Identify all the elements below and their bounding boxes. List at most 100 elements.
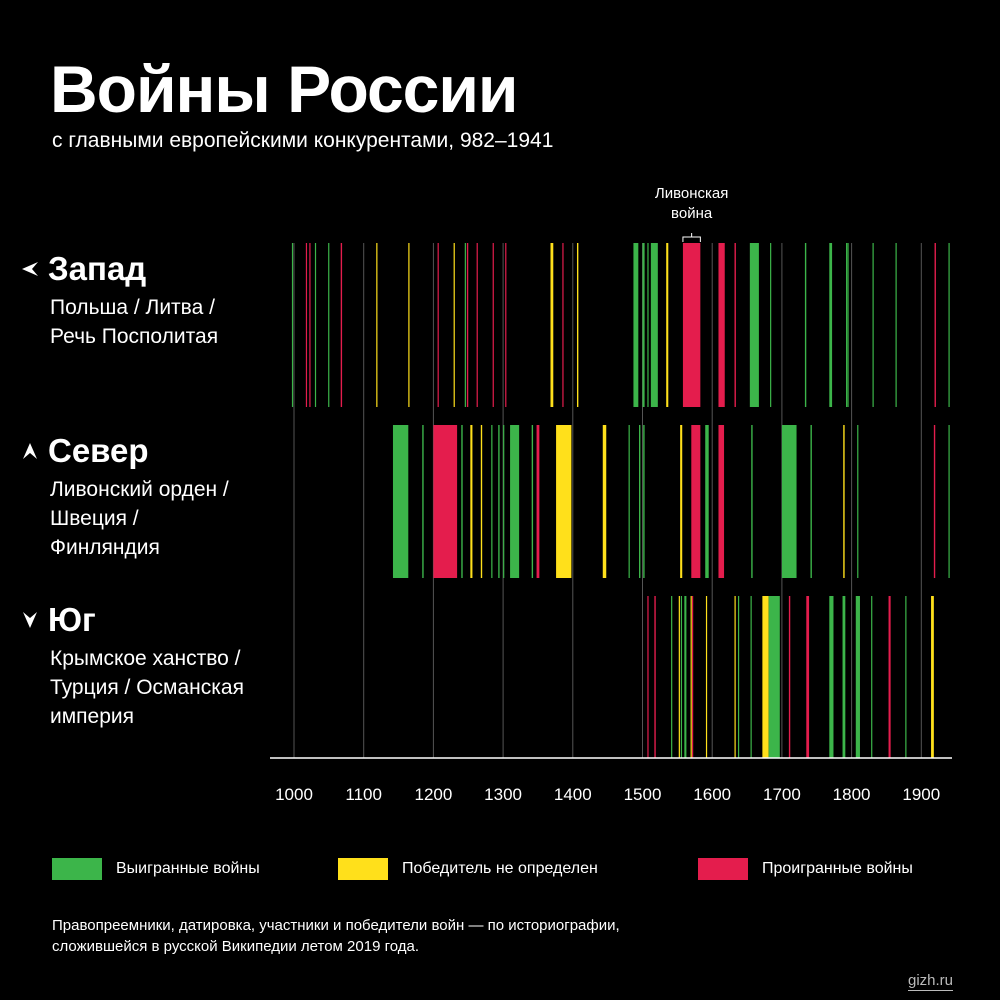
war-bar-Север-1570: [691, 425, 701, 578]
x-tick-label-1400: 1400: [554, 785, 592, 804]
war-bar-Юг-1560: [684, 596, 687, 758]
war-bar-Юг-1735: [806, 596, 810, 758]
war-bar-Север-1501: [643, 425, 645, 578]
war-bar-Север-1656: [751, 425, 753, 578]
legend-won-label: Выигранные войны: [116, 860, 260, 877]
war-bar-Запад-1406: [576, 243, 579, 407]
x-axis-ticks: 1000 1100 1200 1300 1400 1500 1600 1700 1800 1900: [275, 785, 940, 804]
legend-lost: Проигранные войны: [698, 858, 913, 880]
war-bar-Юг-1555: [680, 596, 683, 758]
war-bar-Запад-1118: [376, 243, 378, 407]
war-bar-Север-1495: [639, 425, 641, 578]
war-bar-Север-1293: [498, 425, 500, 578]
war-bar-Юг-1806: [855, 596, 860, 758]
war-bar-Юг-1828: [871, 596, 873, 758]
war-timeline-chart: 1000 1100 1200 1300 1400 1500 1600 1700 1800 1900…: [270, 185, 952, 804]
legend-undecided-label: Победитель не определен: [402, 860, 598, 877]
annotation-label-line2: война: [671, 205, 713, 222]
war-bar-Запад-1500: [642, 243, 645, 407]
war-bar-Север-1808: [857, 425, 859, 578]
war-bar-Север-1480: [628, 425, 630, 578]
war-bar-Юг-1571: [691, 596, 694, 758]
war-bar-Север-1939: [948, 425, 950, 578]
region-south: Юг Крымское ханство / Турция / Османская…: [18, 603, 278, 731]
war-bar-Север-1741: [810, 425, 812, 578]
war-bar-Запад-1245: [464, 243, 466, 407]
war-bar-Запад-1534: [666, 243, 669, 407]
war-bar-Запад-1919: [934, 243, 936, 407]
footnote: Правопреемники, датировка, участники и п…: [52, 917, 620, 955]
livonian-war-annotation: Ливонская война: [655, 185, 729, 242]
war-bar-Запад-1368: [550, 243, 554, 407]
war-bar-Юг-1541: [671, 596, 673, 758]
war-bar-Запад-1632: [734, 243, 736, 407]
x-tick-label-1700: 1700: [763, 785, 801, 804]
war-bar-Запад-1164: [408, 243, 410, 407]
war-bar-Запад-1683: [770, 243, 772, 407]
legend-lost-label: Проигранные войны: [762, 860, 913, 877]
legend-won-swatch: [52, 858, 102, 880]
war-bar-Север-1443: [602, 425, 607, 578]
war-bar-Запад-1512: [650, 243, 658, 407]
war-bar-Юг-1672: [762, 596, 769, 758]
war-bar-Запад-1067: [340, 243, 343, 407]
war-bar-Запад-1768: [829, 243, 833, 407]
war-bar-Запад-1487: [633, 243, 639, 407]
war-bar-Юг-1710: [788, 596, 791, 758]
war-bar-Юг-1552: [678, 596, 680, 758]
war-bar-Юг-1507: [647, 596, 649, 758]
war-bar-Запад-1385: [562, 243, 564, 407]
war-bar-Запад-1794: [847, 243, 849, 407]
war-bar-Север-1348: [536, 425, 540, 578]
war-bar-Юг-1877: [905, 596, 907, 758]
legend-lost-swatch: [698, 858, 748, 880]
war-bar-Север-1554: [680, 425, 683, 578]
war-bar-Юг-1637: [737, 596, 740, 758]
war-bar-Запад-1285: [492, 243, 494, 407]
war-bar-Север-1700: [781, 425, 797, 578]
war-bar-Север-1268: [480, 425, 483, 578]
war-bar-Север-1788: [843, 425, 845, 578]
war-bar-Север-1590: [705, 425, 709, 578]
war-bar-Север-1310: [510, 425, 520, 578]
page-title: Войны России: [50, 52, 518, 126]
war-bar-Север-1240: [461, 425, 463, 578]
war-bar-Север-1300: [503, 425, 505, 578]
west-arrow-icon: [18, 261, 42, 277]
annotation-label-line1: Ливонская: [655, 185, 729, 202]
grid-lines: [293, 243, 922, 758]
legend-undecided-swatch: [338, 858, 388, 880]
war-bars: [291, 243, 950, 758]
war-bar-Запад-1248: [466, 243, 469, 407]
legend-undecided: Победитель не определен: [338, 858, 598, 880]
war-bar-Север-1376: [556, 425, 572, 578]
region-west: Запад Польша / Литва / Речь Посполитая: [18, 252, 278, 351]
war-bar-Север-1184: [422, 425, 424, 578]
source-link[interactable]: gizh.ru: [908, 972, 954, 991]
war-bar-Юг-1569: [690, 596, 692, 758]
war-bar-Юг-1768: [829, 596, 834, 758]
war-bar-Запад-1507: [647, 243, 649, 407]
war-bar-Север-1918: [933, 425, 936, 578]
war-bar-Юг-1591: [705, 596, 708, 758]
war-bar-Запад-1049: [328, 243, 330, 407]
war-bar-Юг-1632: [734, 596, 736, 758]
war-bar-Запад-1792: [846, 243, 848, 407]
war-bar-Юг-1655: [750, 596, 752, 758]
region-south-desc: Крымское ханство / Турция / Османская им…: [50, 647, 244, 728]
war-bar-Запад-997: [291, 243, 294, 407]
region-west-name: Запад: [48, 250, 147, 287]
war-bar-Север-1142: [392, 425, 409, 578]
annotation-bracket: [682, 233, 701, 242]
region-north: Север Ливонский орден / Швеция / Финлянд…: [18, 434, 278, 562]
x-tick-label-1500: 1500: [624, 785, 662, 804]
war-bar-Запад-1022: [309, 243, 311, 407]
x-tick-label-1300: 1300: [484, 785, 522, 804]
page-subtitle: с главными европейскими конкурентами, 98…: [52, 129, 554, 152]
war-bar-Север-1609: [718, 425, 725, 578]
war-bar-Запад-1733: [804, 243, 807, 407]
war-bar-Запад-1609: [718, 243, 725, 407]
war-bar-Запад-1229: [453, 243, 455, 407]
war-bar-Запад-1654: [749, 243, 759, 407]
south-arrow-icon: [18, 610, 42, 630]
